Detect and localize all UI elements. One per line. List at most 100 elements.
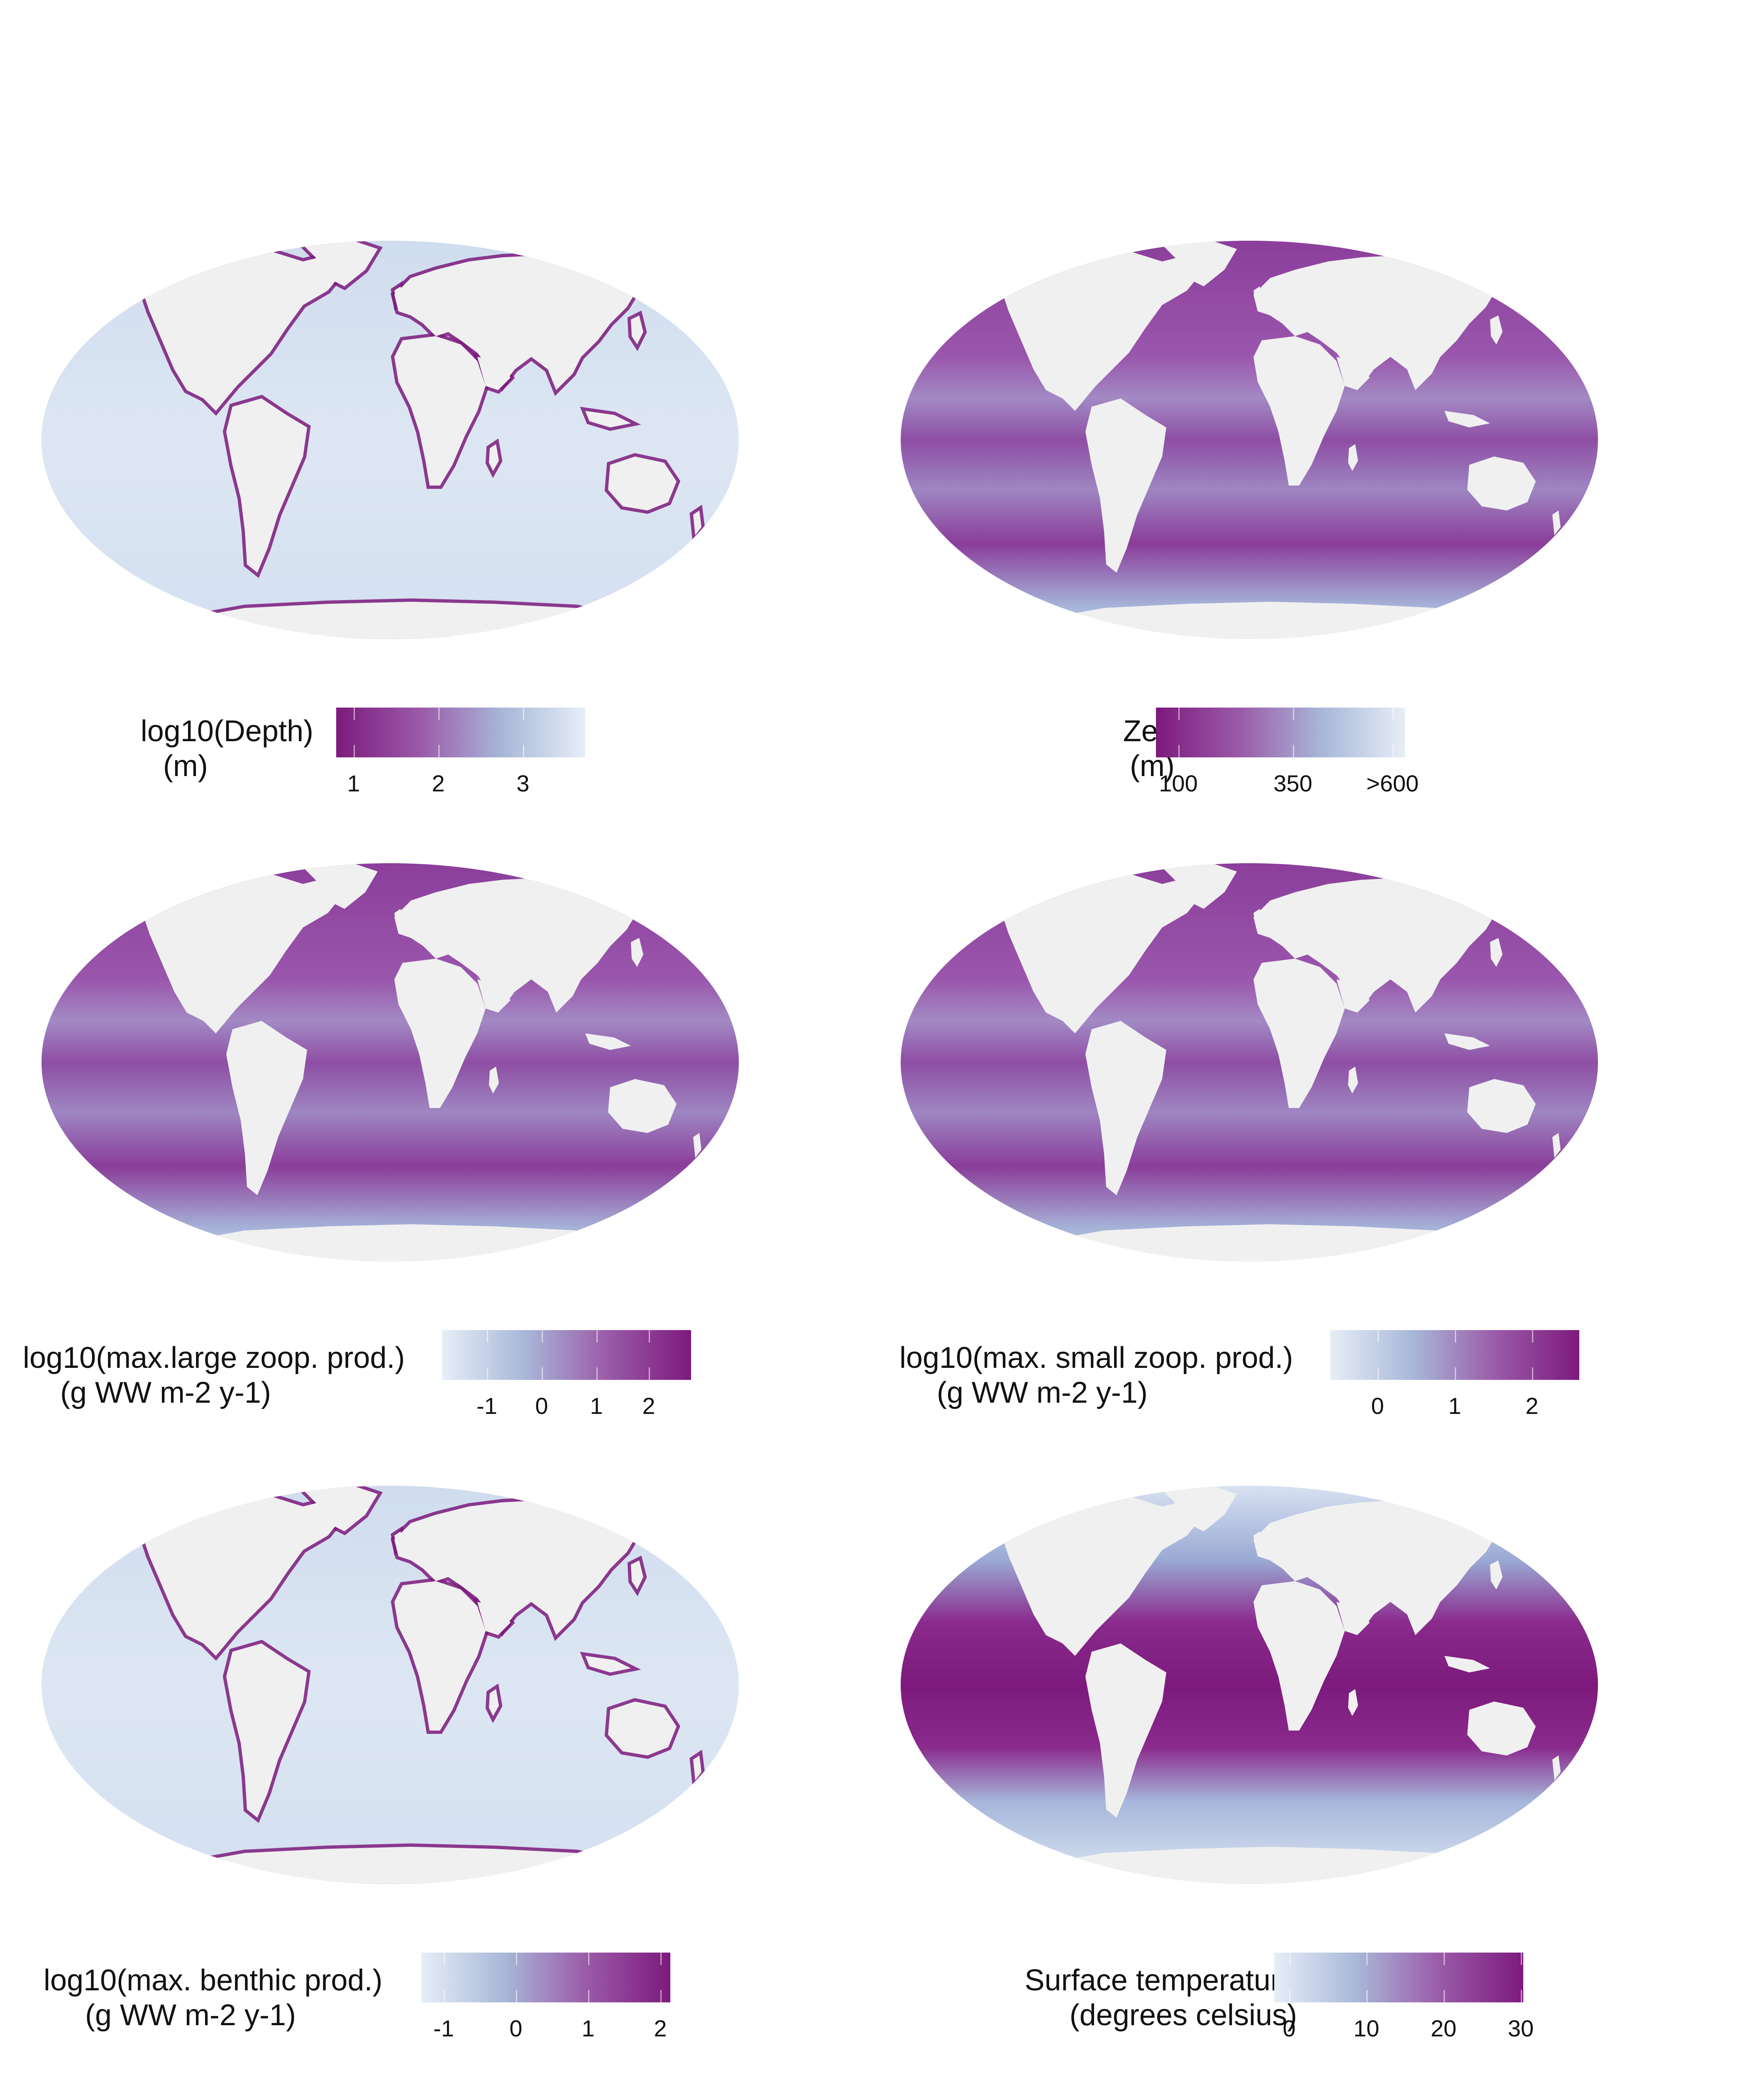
colorbar-benthic: [421, 1953, 670, 2002]
colorbar-tick-bottom: [596, 1367, 598, 1380]
tick-label: 2: [432, 770, 445, 796]
map-sst: [901, 1486, 1598, 1884]
panel-small-zoop: log10(max. small zoop. prod.) (g WW m-2 …: [882, 622, 1764, 1419]
land-uk: [1253, 286, 1263, 305]
colorbar-tick-top: [542, 1330, 543, 1343]
land-africa: [1253, 336, 1345, 486]
land-eurasia: [1253, 878, 1498, 1013]
tick-label: 10: [1353, 2015, 1380, 2041]
colorbar-tick-top: [1444, 1953, 1445, 1965]
map-depth: [42, 241, 739, 639]
land-greenland: [303, 863, 378, 909]
tick-label: 0: [509, 2015, 523, 2041]
colorbar-tick-top: [1532, 1330, 1533, 1343]
legend-title-benthic: log10(max. benthic prod.) (g WW m-2 y-1): [44, 1964, 383, 2032]
colorbar-tick-bottom: [487, 1367, 488, 1380]
colorbar-tick-top: [487, 1330, 488, 1343]
land-eurasia: [1253, 255, 1498, 390]
colorbar-tick-bottom: [1532, 1367, 1533, 1380]
land-uk: [1253, 909, 1263, 928]
colorbar-tick-bottom: [516, 1990, 517, 2002]
tick-label: 350: [1273, 770, 1312, 796]
land-northAmerica: [1000, 872, 1204, 1033]
land-uk: [394, 1531, 403, 1550]
colorbar-tick-top: [438, 708, 440, 720]
land-arabia: [1336, 357, 1370, 390]
tick-label: 1: [590, 1393, 603, 1419]
colorbar-tick-bottom: [1521, 1990, 1522, 2002]
colorbar-tick-top: [660, 1953, 662, 1965]
colorbar-tick-bottom: [354, 745, 355, 757]
ocean-field: [901, 1486, 1598, 1884]
land-arabia: [477, 979, 511, 1013]
colorbar-tick-bottom: [1178, 745, 1180, 757]
panel-depth: log10(Depth) (m) 1 2 3: [0, 0, 882, 796]
land-africa: [1253, 1581, 1345, 1731]
map-zeu: [901, 241, 1598, 639]
land-newzealand: [1552, 510, 1561, 535]
land-uk: [394, 909, 403, 928]
tick-label: 0: [1371, 1393, 1384, 1419]
colorbar-tick-bottom: [1366, 1990, 1368, 2002]
legend-title-large-zoop: log10(max.large zoop. prod.) (g WW m-2 y…: [23, 1341, 405, 1409]
tick-label: 3: [516, 770, 530, 796]
land-southAmerica: [226, 1021, 307, 1195]
land-newzealand: [693, 510, 701, 535]
panel-zeu: Zeu (m) 100 350 >600: [882, 0, 1764, 796]
colorbar-tick-top: [1393, 708, 1394, 720]
colorbar-tick-top: [649, 1330, 650, 1343]
colorbar-tick-top: [1378, 1330, 1379, 1343]
land-eurasia: [1253, 1500, 1498, 1635]
ocean-field: [901, 241, 1598, 639]
ocean-field: [42, 1486, 739, 1884]
land-arabia: [1336, 979, 1370, 1013]
colorbar-tick-bottom: [649, 1367, 650, 1380]
colorbar-small-zoop: [1330, 1330, 1579, 1380]
tick-label: >600: [1366, 770, 1419, 796]
land-madagascar: [1348, 444, 1358, 471]
land-indonesia: [585, 1656, 631, 1672]
colorbar-tick-bottom: [1393, 745, 1394, 757]
land-madagascar: [489, 444, 499, 471]
colorbar-tick-bottom: [1378, 1367, 1379, 1380]
land-northAmerica: [1000, 249, 1204, 411]
colorbar-tick-top: [1289, 1953, 1290, 1965]
land-japan: [1490, 315, 1503, 344]
land-japan: [1490, 938, 1503, 967]
land-australia: [1467, 1702, 1536, 1755]
tick-label: 2: [1525, 1393, 1539, 1419]
land-eurasia: [394, 255, 639, 390]
land-southAmerica: [1085, 398, 1166, 573]
land-arabia: [477, 357, 511, 390]
land-uk: [394, 286, 403, 305]
colorbar-tick-bottom: [588, 1990, 589, 2002]
tick-label: 0: [535, 1393, 548, 1419]
land-madagascar: [1348, 1067, 1358, 1094]
land-australia: [1467, 1079, 1536, 1133]
colorbar-tick-bottom: [1444, 1990, 1445, 2002]
land-indonesia: [1444, 411, 1490, 427]
land-newzealand: [1552, 1755, 1561, 1780]
colorbar-tick-bottom: [438, 745, 440, 757]
land-greenland: [303, 1486, 378, 1531]
tick-label: 0: [1283, 2015, 1296, 2041]
land-uk: [1253, 1531, 1263, 1550]
panel-benthic: log10(max. benthic prod.) (g WW m-2 y-1)…: [0, 1245, 882, 2041]
map-small-zoop: [901, 863, 1598, 1262]
tick-label: 30: [1507, 2015, 1534, 2041]
land-africa: [394, 1581, 486, 1731]
land-newzealand: [693, 1755, 701, 1780]
legend-title-small-zoop: log10(max. small zoop. prod.) (g WW m-2 …: [899, 1341, 1293, 1409]
land-arabia: [1336, 1602, 1370, 1635]
land-madagascar: [489, 1067, 499, 1094]
panel-sst: Surface temperature (degrees celsius) 0 1…: [882, 1245, 1764, 2041]
land-southAmerica: [1085, 1021, 1166, 1195]
land-northAmerica: [141, 1494, 344, 1656]
colorbar-tick-top: [1455, 1330, 1456, 1343]
colorbar-tick-bottom: [1293, 745, 1294, 757]
land-australia: [1467, 456, 1536, 510]
ocean-field: [901, 863, 1598, 1262]
land-japan: [631, 938, 643, 967]
tick-label: 1: [581, 2015, 595, 2041]
land-southAmerica: [1085, 1643, 1166, 1818]
